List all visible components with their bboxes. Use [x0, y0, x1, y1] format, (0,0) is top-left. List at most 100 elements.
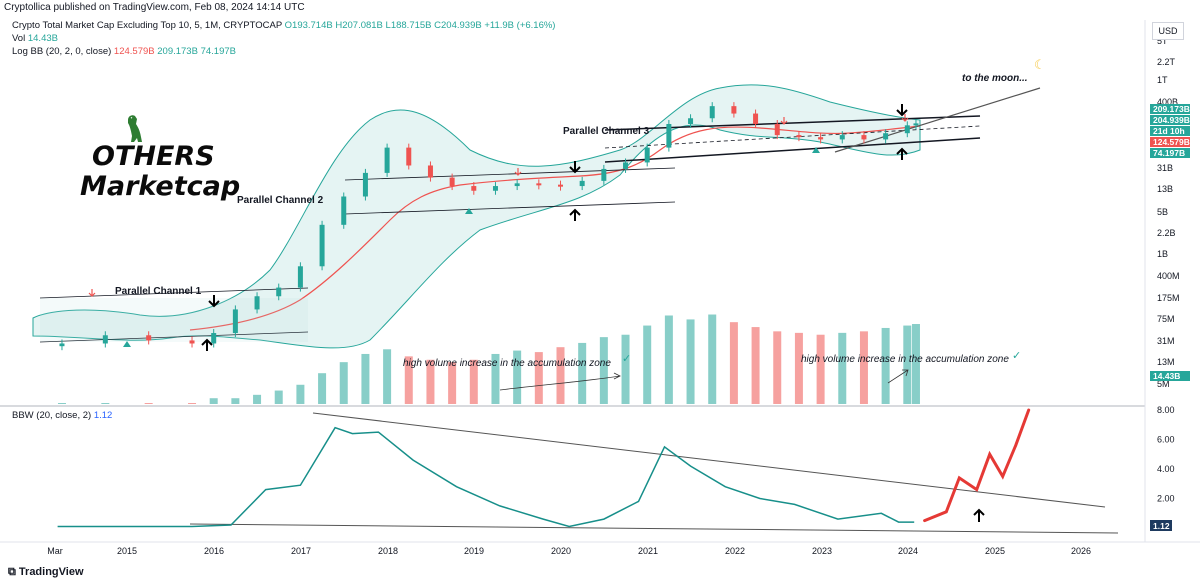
tradingview-footer[interactable]: ⧉ TradingView: [8, 566, 84, 579]
bollinger-band-fill: [32, 84, 921, 349]
svg-text:204.939B: 204.939B: [1153, 115, 1190, 125]
bollinger-basis-line: [189, 125, 921, 331]
candle: [709, 106, 715, 119]
candle: [384, 147, 390, 173]
volume-legend-value: 14.43B: [27, 33, 58, 44]
sell-marker: [514, 168, 522, 176]
volume-bar: [881, 327, 890, 404]
price-tag: 74.197B: [1150, 148, 1190, 158]
volume-bar: [101, 403, 110, 404]
volume-bar: [57, 403, 66, 404]
volume-note-1: high volume increase in the accumulation…: [403, 358, 611, 369]
volume-bar: [491, 353, 500, 404]
parallel-channel-2[interactable]: [344, 167, 676, 215]
ohlc-change: +11.9B (+6.16%): [484, 20, 556, 31]
candle: [904, 125, 910, 134]
volume-bar: [794, 332, 803, 404]
volume-bar: [664, 315, 673, 404]
volume-bar: [773, 331, 782, 404]
price-tag: 204.939B: [1150, 115, 1190, 125]
currency-selector[interactable]: USD: [1152, 22, 1184, 40]
arrow-up-channel-2: [569, 208, 581, 221]
parallel-channel-1[interactable]: [39, 287, 309, 343]
svg-text:1.12: 1.12: [1153, 521, 1170, 531]
price-tick-label: 13M: [1157, 357, 1175, 367]
volume-bar: [448, 362, 457, 404]
time-axis[interactable]: Mar 2015 2016 2017 2018 2019 2020 2021 2022 2023 2…: [47, 546, 1091, 556]
volume-bar: [513, 350, 522, 404]
bbw-legend[interactable]: BBW (20, close, 2) 1.12: [12, 410, 112, 421]
buy-marker: [465, 208, 473, 214]
candle: [644, 147, 650, 163]
svg-text:209.173B: 209.173B: [1153, 104, 1190, 114]
publisher-line: Cryptollica published on TradingView.com…: [4, 2, 305, 13]
symbol-title: Crypto Total Market Cap Excluding Top 10…: [12, 20, 282, 31]
arrow-down-channel-2: [569, 161, 581, 174]
volume-bar: [426, 359, 435, 404]
volume-bar: [911, 324, 920, 404]
bb-basis-value: 124.579B: [113, 46, 155, 57]
volume-bar: [621, 334, 630, 404]
bbw-legend-label: BBW (20, close, 2): [12, 410, 92, 421]
candle: [146, 335, 152, 341]
volume-note-2: high volume increase in the accumulation…: [801, 354, 1009, 365]
check-mark: ✓: [1012, 349, 1021, 362]
bbw-resistance-line: [312, 412, 1106, 508]
candle: [471, 186, 477, 191]
buy-marker: [812, 147, 820, 153]
volume-note-arrow-2: [887, 369, 909, 384]
arrow-down-channel-3: [896, 104, 908, 117]
price-tick-label: 2.2T: [1157, 57, 1176, 67]
arrow-up-channel-1: [201, 338, 213, 351]
candle: [276, 287, 282, 297]
candle: [839, 135, 845, 140]
time-tick-label: Mar: [47, 546, 63, 556]
svg-text:74.197B: 74.197B: [1153, 148, 1185, 158]
candle: [232, 309, 238, 334]
price-tick-label: 1B: [1157, 249, 1168, 259]
volume-bar: [231, 398, 240, 404]
bb-legend-label: Log BB (20, 2, 0, close): [12, 46, 112, 57]
time-tick-label: 2018: [378, 546, 398, 556]
price-tag: 14.43B: [1150, 371, 1190, 381]
candle: [579, 180, 585, 187]
candle: [731, 106, 737, 114]
channel-1-label: Parallel Channel 1: [115, 286, 202, 297]
bbw-arrow-up: [973, 508, 985, 522]
candle: [254, 296, 260, 310]
volume-bar: [404, 356, 413, 404]
sell-marker: [901, 114, 909, 122]
time-tick-label: 2020: [551, 546, 571, 556]
dinosaur-icon: [128, 115, 142, 142]
bbw-legend-value: 1.12: [93, 410, 113, 421]
volume-legend[interactable]: Vol 14.43B: [12, 33, 58, 44]
candle: [59, 343, 65, 347]
svg-text:124.579B: 124.579B: [1153, 137, 1190, 147]
bbw-scale[interactable]: 8.00 6.00 4.00 2.00 1.12: [1150, 405, 1175, 531]
bbw-pane[interactable]: [57, 408, 1119, 534]
candle: [102, 335, 108, 344]
ohlc-close: C204.939B: [434, 20, 482, 31]
candle: [449, 177, 455, 187]
candle: [189, 340, 195, 344]
volume-bar: [339, 362, 348, 404]
price-scale[interactable]: 5T 2.2T 1T 400B 31B 13B 5B 2.2B 1B 400M 175M 75M 31M…: [1157, 36, 1180, 389]
candle: [623, 162, 629, 169]
time-tick-label: 2024: [898, 546, 918, 556]
symbol-legend[interactable]: Crypto Total Market Cap Excluding Top 10…: [12, 20, 555, 31]
buy-marker: [123, 341, 131, 347]
bb-legend[interactable]: Log BB (20, 2, 0, close) 124.579B 209.17…: [12, 46, 236, 57]
price-tick-label: 400B: [1157, 97, 1178, 107]
volume-bar: [274, 390, 283, 404]
others-title: OTHERS: [92, 141, 215, 172]
moon-trend-line[interactable]: [834, 87, 1041, 153]
arrow-down-channel-1: [208, 295, 220, 308]
candle: [492, 186, 498, 191]
candle: [601, 168, 607, 181]
price-tag: 124.579B: [1150, 137, 1190, 147]
price-tick-label: 5M: [1157, 379, 1170, 389]
time-tick-label: 2016: [204, 546, 224, 556]
candlestick-series: [59, 102, 919, 351]
price-pane[interactable]: ✓ ✓: [0, 26, 1145, 406]
